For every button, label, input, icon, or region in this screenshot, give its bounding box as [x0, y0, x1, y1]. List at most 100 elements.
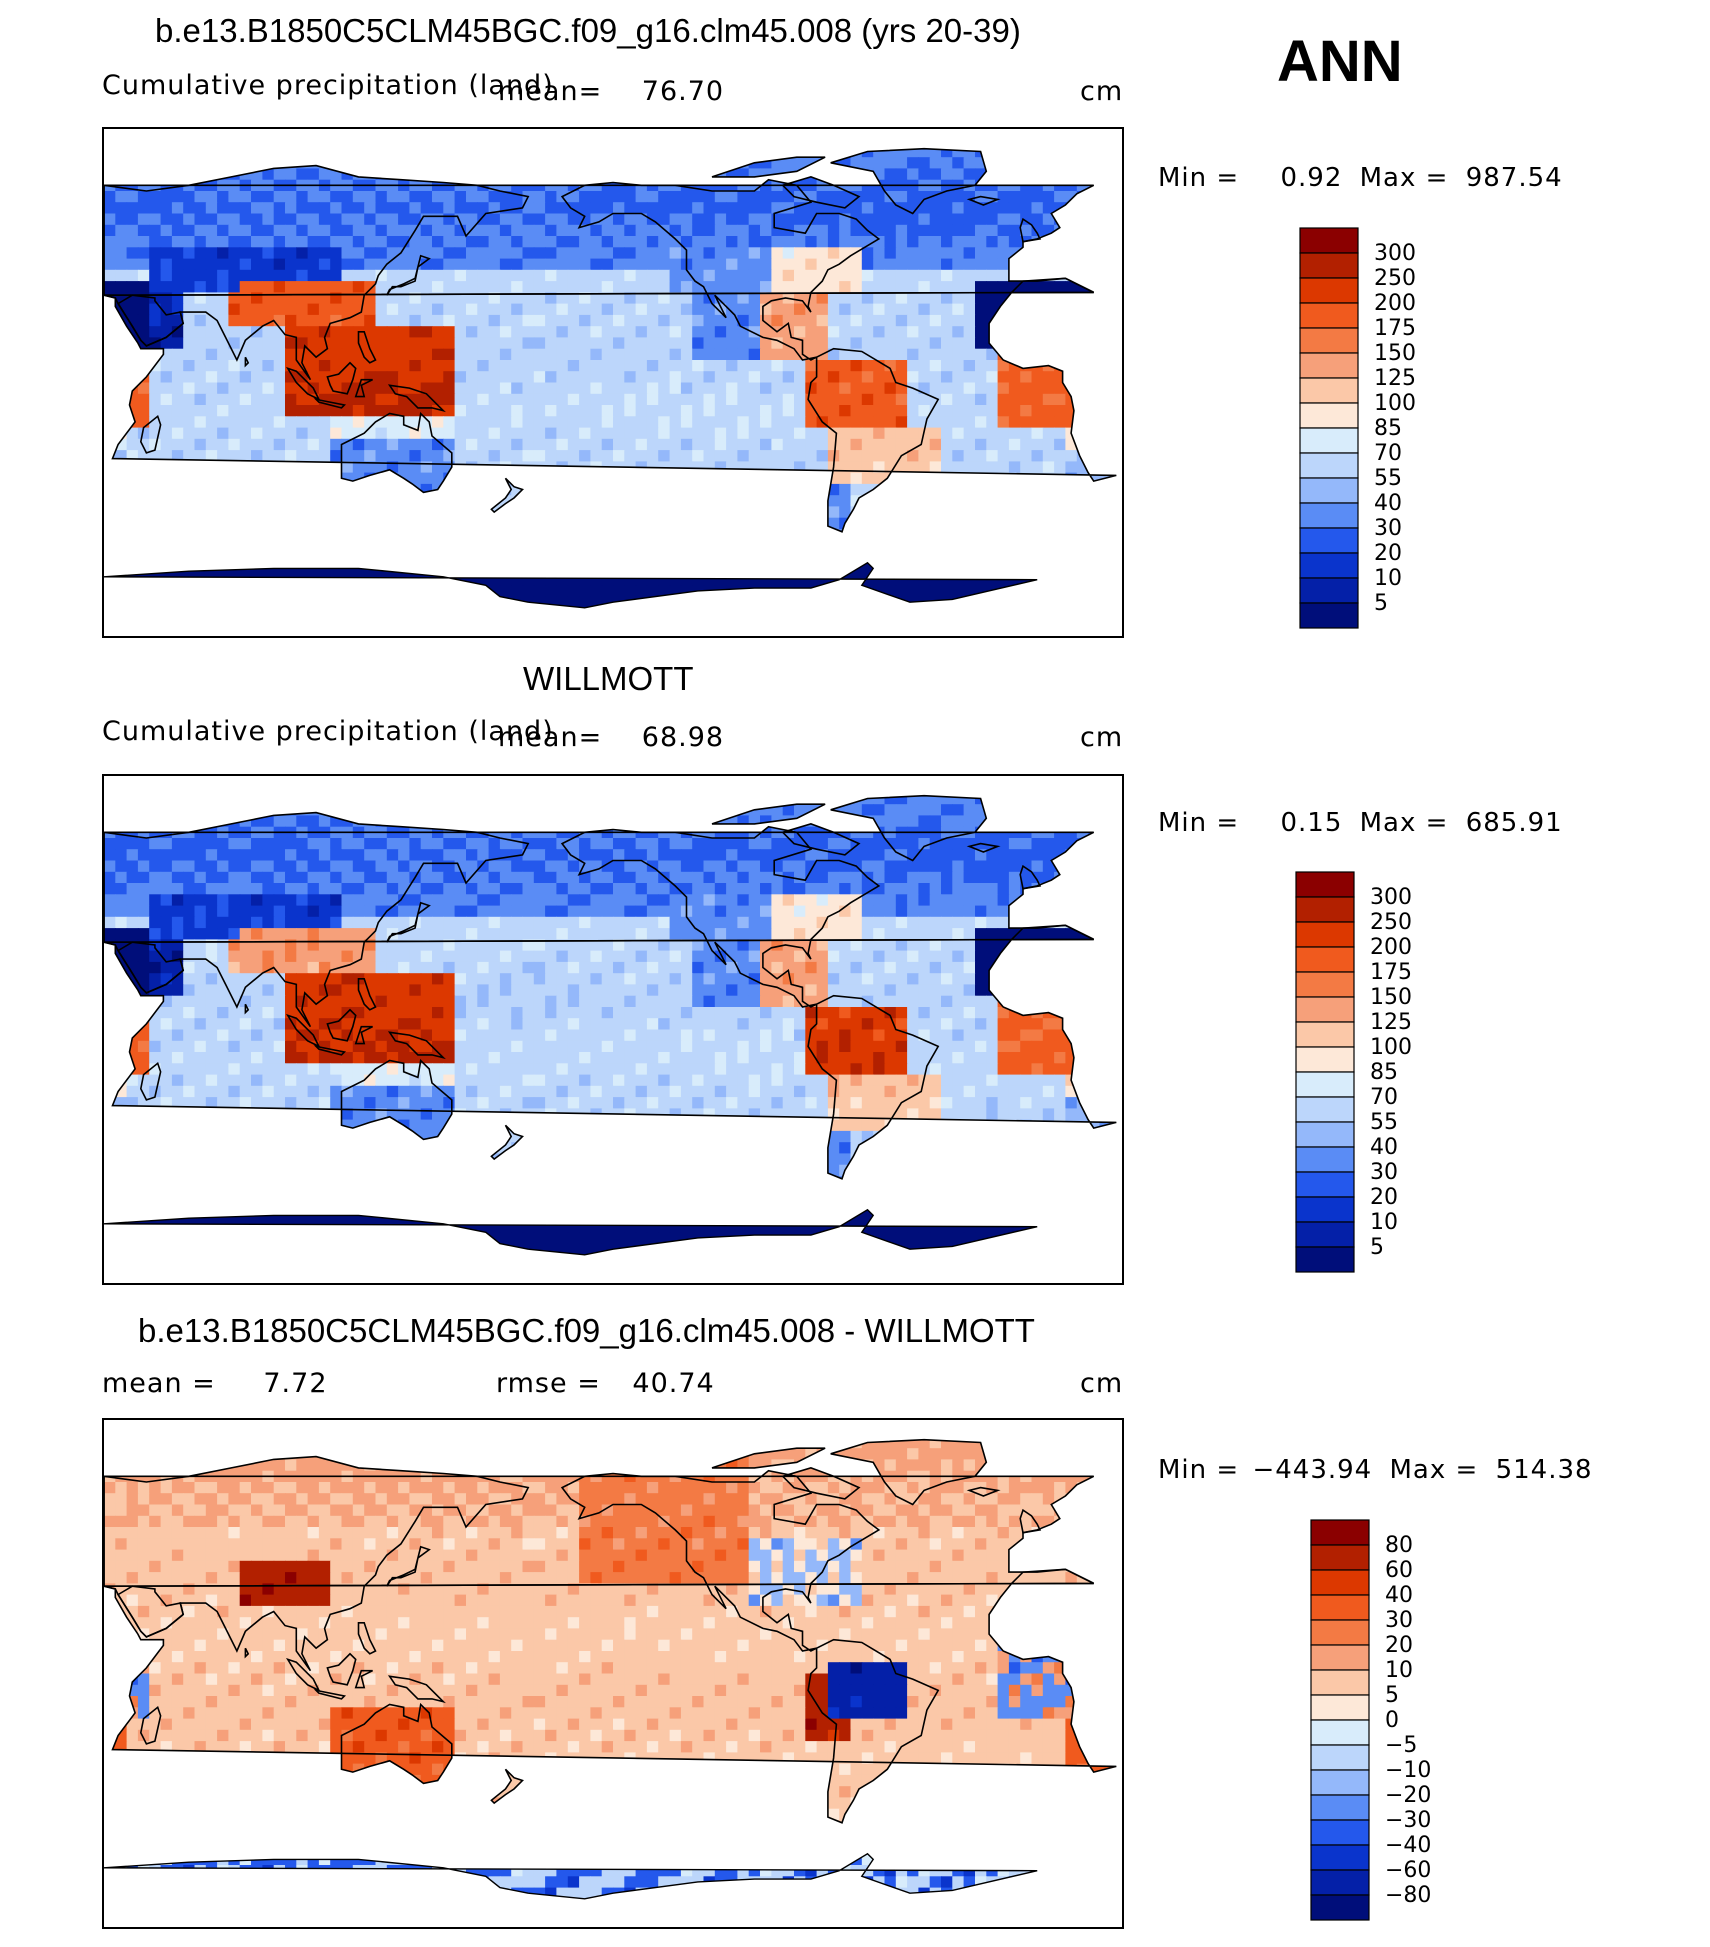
colorbar-tick-label: 250: [1370, 910, 1412, 935]
colorbar-box: [1295, 1046, 1355, 1073]
coastline-arabia: [116, 941, 185, 994]
colorbar-tick-label: 85: [1370, 1060, 1398, 1085]
coastline-namerica: [560, 178, 881, 361]
min-label: Min: [1158, 808, 1208, 838]
colorbar-tick-label: 40: [1370, 1135, 1398, 1160]
stat-rmse-value: 40.74: [632, 1368, 715, 1399]
colorbar-tick-label: 5: [1370, 1235, 1384, 1260]
colorbar-box: [1299, 227, 1359, 254]
colorbar-box: [1295, 1221, 1355, 1248]
coastline-java: [313, 1689, 347, 1700]
colorbar-box: [1295, 1021, 1355, 1048]
panel-title: WILLMOTT: [523, 660, 694, 697]
colorbar-tick-label: 175: [1374, 316, 1416, 341]
coastline-srilanka: [244, 1647, 250, 1659]
colorbar-tick-label: −20: [1385, 1783, 1431, 1808]
coastline-africaE: [104, 1568, 1117, 1774]
colorbar-box: [1295, 1171, 1355, 1198]
colorbar-box: [1299, 252, 1359, 279]
coastline-sulawesi: [354, 1669, 373, 1689]
coastline-antarctica: [104, 561, 1038, 609]
colorbar-tick-label: 20: [1370, 1185, 1398, 1210]
colorbar-box: [1310, 1619, 1370, 1646]
season-label: ANN: [1277, 29, 1403, 94]
max-label: Max: [1359, 808, 1417, 838]
colorbar-box: [1299, 402, 1359, 429]
coastline-baffin: [781, 176, 861, 209]
colorbar-tick-label: 30: [1370, 1160, 1398, 1185]
coastline-namerica: [560, 1469, 881, 1652]
colorbar-box: [1299, 452, 1359, 479]
map-plot: [102, 774, 1124, 1285]
coastline-sulawesi: [354, 1025, 373, 1045]
colorbar-box: [1299, 577, 1359, 604]
colorbar-box: [1295, 921, 1355, 948]
coastline-borneo: [326, 1008, 357, 1042]
panel-title: b.e13.B1850C5CLM45BGC.f09_g16.clm45.008 …: [155, 12, 1021, 49]
coastline-greenland: [830, 794, 988, 862]
max-label: Max: [1389, 1455, 1447, 1485]
coastline-britain: [1019, 864, 1042, 890]
colorbar-tick-label: 70: [1374, 441, 1402, 466]
colorbar-box: [1310, 1519, 1370, 1546]
coastline-baffin: [781, 1467, 861, 1500]
colorbar-tick-label: 5: [1385, 1683, 1399, 1708]
colorbar-box: [1299, 327, 1359, 354]
coastline-newguinea: [387, 1031, 446, 1060]
coastline-britain: [1019, 217, 1042, 243]
coastline-australia: [340, 411, 453, 494]
colorbar-box: [1310, 1819, 1370, 1846]
field-cells: [104, 148, 1117, 636]
stat-mean-label: mean: [498, 722, 579, 753]
stat-mean-label: mean: [498, 76, 579, 107]
colorbar-tick-label: 85: [1374, 416, 1402, 441]
colorbar-box: [1310, 1769, 1370, 1796]
coastline-iceland: [966, 842, 1001, 853]
coastline-java: [313, 398, 347, 409]
coastline-nz: [490, 1124, 524, 1161]
coastline-java: [313, 1045, 347, 1056]
coastline-arcticIsles: [711, 1447, 826, 1469]
colorbar-tick-label: 100: [1374, 391, 1416, 416]
field-cells: [104, 1439, 1117, 1927]
stat-mean: mean = 7.72: [102, 1368, 328, 1399]
colorbar-box: [1295, 971, 1355, 998]
colorbar-box: [1299, 527, 1359, 554]
colorbar-box: [1310, 1869, 1370, 1896]
colorbar-box: [1299, 377, 1359, 404]
coastline-philippines: [357, 978, 377, 1011]
variable-label: Cumulative precipitation (land): [102, 716, 554, 747]
colorbar-box: [1295, 946, 1355, 973]
coastline-britain: [1019, 1508, 1042, 1534]
coastline-japan: [386, 901, 431, 943]
coastline-newguinea: [387, 384, 446, 413]
map-plot: [102, 1418, 1124, 1929]
colorbar-box: [1299, 352, 1359, 379]
coastline-australia: [340, 1702, 453, 1785]
colorbar-box: [1295, 1121, 1355, 1148]
coastline-samerica: [807, 347, 940, 533]
max-value: 514.38: [1495, 1455, 1593, 1485]
equals-sign: =: [578, 722, 603, 753]
colorbar-tick-label: 250: [1374, 266, 1416, 291]
min-value: 0.92: [1280, 163, 1343, 193]
colorbar-tick-label: 80: [1385, 1533, 1413, 1558]
coastline-greenland: [830, 1438, 988, 1506]
units-label: cm: [1080, 1368, 1124, 1399]
stat-mean-value: 68.98: [641, 722, 725, 753]
colorbar: 80 60 40 30 20 10 5 0 −5 −10 −20 −30 −40 −60 −80: [1309, 1518, 1449, 1922]
colorbar-tick-label: 10: [1370, 1210, 1398, 1235]
colorbar-tick-label: 200: [1374, 291, 1416, 316]
colorbar-tick-label: −5: [1385, 1733, 1417, 1758]
world-map: [104, 147, 1117, 636]
colorbar-box: [1310, 1569, 1370, 1596]
coastline-australia: [340, 1058, 453, 1141]
colorbar-tick-label: 40: [1385, 1583, 1413, 1608]
stat-mean: mean= 76.70: [498, 76, 724, 107]
colorbar-tick-label: 150: [1374, 341, 1416, 366]
colorbar-tick-label: 175: [1370, 960, 1412, 985]
colorbar-box: [1310, 1669, 1370, 1696]
coastline-srilanka: [244, 1003, 250, 1015]
